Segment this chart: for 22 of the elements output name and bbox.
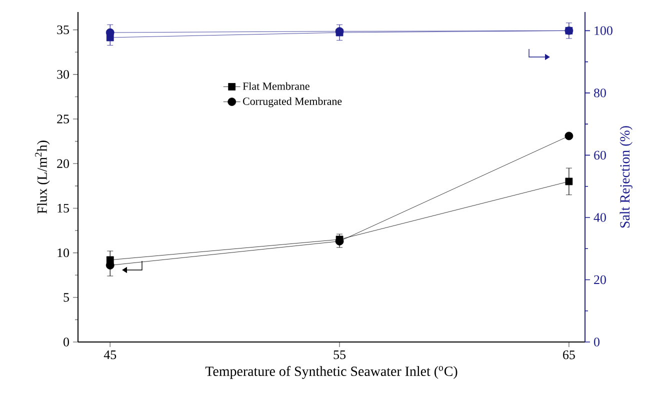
x-tick-label: 65 [563, 350, 575, 360]
y2-tick-label: 100 [594, 26, 612, 36]
y2-tick-label: 80 [594, 88, 606, 98]
y-tick-label: 5 [64, 293, 69, 302]
y2-tick-label: 0 [594, 338, 600, 346]
legend-label: Flat Membrane [242, 82, 310, 90]
x-tick-label: 45 [104, 350, 116, 360]
y-axis-title: Flux (L/m$^{2}$h) [35, 140, 50, 214]
y-tick-label: 35 [57, 25, 69, 34]
y-tick-label: 15 [58, 204, 69, 213]
x-axis-title: Temperature of Synthetic Seawater Inlet ($^{o}$C) [205, 366, 458, 379]
y-tick-label: 0 [64, 338, 70, 346]
y2-tick-label: 40 [594, 213, 606, 222]
y-tick-label: 25 [57, 114, 69, 124]
y-tick-label: 30 [57, 70, 70, 79]
y2-tick-label: 60 [594, 150, 606, 160]
legend-label: Corrugated Membrane [243, 97, 342, 108]
y2-axis-title: Salt Rejection (%) [620, 126, 632, 228]
y2-tick-label: 20 [594, 275, 606, 284]
x-tick-label: 55 [334, 350, 346, 360]
y-tick-label: 20 [57, 159, 70, 168]
y-tick-label: 10 [58, 248, 70, 258]
